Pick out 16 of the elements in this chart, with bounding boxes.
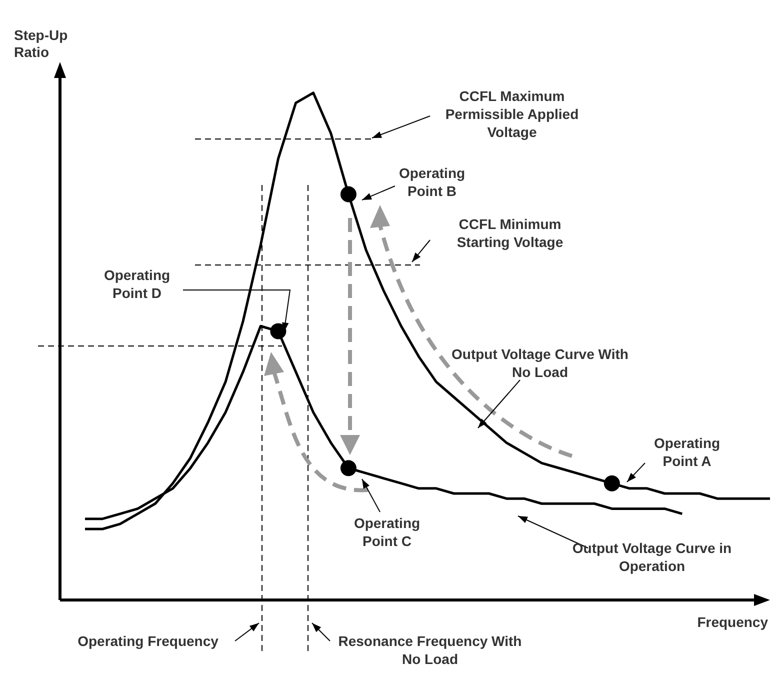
annotation: Operating Point A — [652, 434, 722, 470]
annotation: Operating Point C — [352, 514, 422, 550]
text: Output Voltage Curve in Operation — [571, 539, 733, 575]
annotation: Operating Point D — [102, 266, 172, 302]
point — [340, 460, 356, 476]
x-axis-title: Frequency — [697, 614, 768, 630]
point — [340, 186, 356, 202]
annotation: CCFL Minimum Starting Voltage — [456, 215, 564, 251]
point — [604, 475, 620, 492]
text: Operating Frequency — [76, 632, 220, 650]
text: Resonance Frequency With No Load — [337, 632, 523, 668]
y-axis-title: Step-Up Ratio — [14, 27, 69, 61]
annotation: Operating Point B — [398, 164, 466, 200]
point — [270, 323, 286, 340]
annotation: CCFL Maximum Permissible Applied Voltage — [444, 87, 580, 141]
series-label: Output Voltage Curve With No Load — [450, 345, 630, 381]
